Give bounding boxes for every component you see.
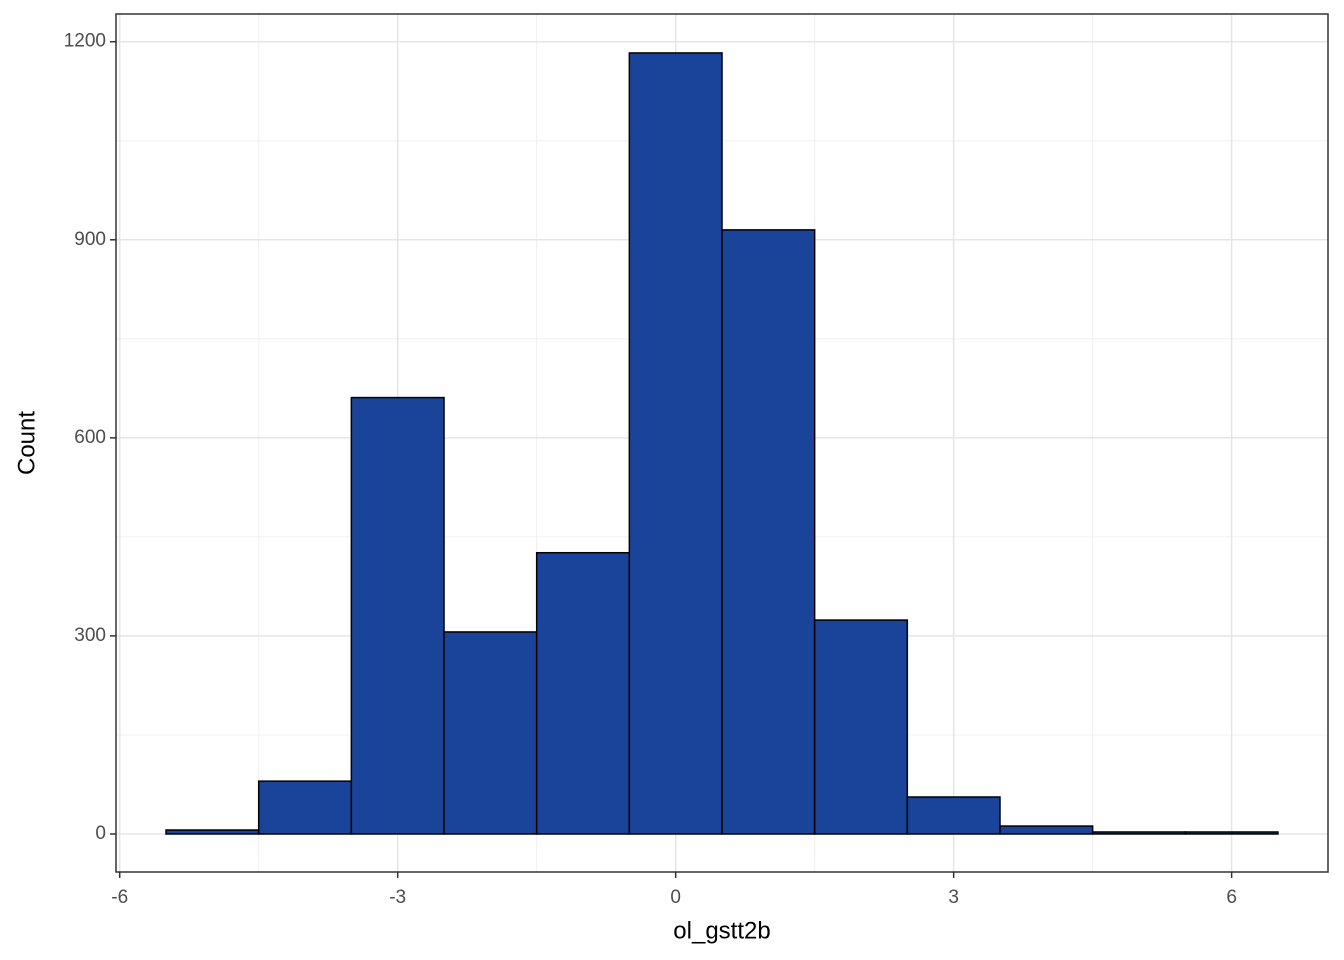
y-tick-label: 1200 [64, 31, 106, 52]
bar [813, 619, 909, 835]
bar [1091, 831, 1187, 835]
bar [906, 796, 1001, 835]
y-tick-label: 900 [74, 229, 106, 250]
x-tick-label: -6 [111, 887, 128, 908]
x-tick-label: 3 [948, 887, 959, 908]
bar [350, 396, 445, 835]
x-axis-title: ol_gstt2b [673, 917, 770, 944]
y-tick-label: 300 [74, 625, 106, 646]
y-tick-label: 600 [74, 427, 106, 448]
x-tick-label: 6 [1226, 887, 1237, 908]
x-tick-label: -3 [389, 887, 406, 908]
bar [535, 551, 631, 835]
y-tick-label: 0 [95, 823, 106, 844]
y-axis-title: Count [13, 411, 40, 475]
bar [257, 780, 353, 835]
bar [443, 631, 538, 835]
plot-border [115, 13, 1329, 873]
bar [628, 52, 723, 835]
bar [165, 829, 260, 835]
bar [999, 825, 1094, 835]
bar [721, 229, 816, 835]
x-tick-label: 0 [670, 887, 681, 908]
bar [1184, 831, 1279, 835]
